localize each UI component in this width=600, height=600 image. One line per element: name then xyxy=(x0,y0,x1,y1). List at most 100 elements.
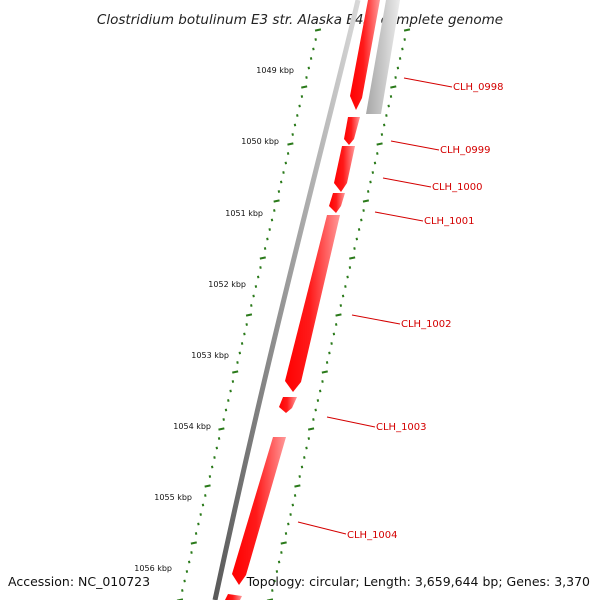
major-tick xyxy=(273,199,280,203)
major-tick xyxy=(245,313,253,317)
minor-tick xyxy=(185,570,189,573)
minor-tick xyxy=(398,57,402,60)
minor-tick xyxy=(353,247,356,250)
minor-tick xyxy=(389,95,393,98)
minor-tick xyxy=(210,465,214,469)
minor-tick xyxy=(282,171,285,174)
minor-tick xyxy=(362,209,365,212)
minor-tick xyxy=(231,380,235,383)
minor-tick xyxy=(275,570,279,573)
minor-tick xyxy=(316,399,320,402)
gene-feature-CLH_1002[interactable] xyxy=(285,215,340,392)
minor-tick xyxy=(240,342,244,345)
minor-tick xyxy=(224,408,228,412)
minor-tick xyxy=(346,275,349,279)
minor-tick xyxy=(263,247,267,250)
gene-feature-CLH_1000[interactable] xyxy=(334,146,355,192)
minor-tick xyxy=(289,513,292,516)
minor-tick xyxy=(201,503,205,507)
kbp-scale: 1049 kbp 1050 kbp 1051 kbp 1052 kbp 1053… xyxy=(134,66,294,573)
minor-tick xyxy=(369,180,372,184)
minor-tick xyxy=(373,161,377,165)
minor-tick xyxy=(293,494,297,497)
kbp-label: 1049 kbp xyxy=(256,66,294,75)
gene-label-CLH_1001[interactable]: CLH_1001 xyxy=(424,216,475,227)
major-tick xyxy=(294,484,301,488)
gene-feature-CLH_0998[interactable] xyxy=(366,0,400,114)
minor-tick xyxy=(296,114,299,117)
major-tick xyxy=(266,598,274,600)
genome-backbone xyxy=(212,0,361,600)
major-tick xyxy=(376,142,383,146)
gene-feature-CLH_1003[interactable] xyxy=(279,397,297,413)
gene-label-CLH_0998[interactable]: CLH_0998 xyxy=(453,82,504,93)
minor-tick xyxy=(279,180,283,184)
minor-tick xyxy=(312,47,315,51)
gene-label-CLH_1002[interactable]: CLH_1002 xyxy=(401,319,452,330)
major-tick xyxy=(280,541,287,545)
minor-tick xyxy=(284,161,288,165)
gene-feature-CLH_1004[interactable] xyxy=(232,437,286,585)
gene-label-CLH_0999[interactable]: CLH_0999 xyxy=(440,145,491,156)
minor-tick xyxy=(385,114,388,117)
major-tick xyxy=(335,313,342,317)
minor-tick xyxy=(300,95,304,98)
major-tick xyxy=(307,427,315,431)
minor-tick xyxy=(273,209,276,212)
minor-tick xyxy=(325,361,329,364)
minor-tick xyxy=(238,351,242,355)
minor-tick xyxy=(396,66,400,70)
minor-tick xyxy=(259,266,262,269)
major-tick xyxy=(190,541,197,545)
leader-line xyxy=(297,521,347,535)
minor-tick xyxy=(309,57,313,60)
major-tick xyxy=(390,85,397,89)
kbp-label: 1051 kbp xyxy=(225,209,263,218)
minor-tick xyxy=(187,560,191,564)
minor-tick xyxy=(401,47,404,51)
minor-tick xyxy=(339,304,343,307)
minor-tick xyxy=(208,475,212,478)
gene-feature-top[interactable] xyxy=(350,0,380,110)
major-tick xyxy=(218,427,225,431)
minor-tick xyxy=(280,551,283,554)
minor-tick xyxy=(387,104,390,108)
minor-tick xyxy=(277,190,281,193)
minor-tick xyxy=(394,76,397,79)
gene-feature-bottom[interactable] xyxy=(225,594,242,600)
minor-tick xyxy=(197,522,200,526)
gene-label-CLH_1004[interactable]: CLH_1004 xyxy=(347,530,398,541)
minor-tick xyxy=(334,323,338,326)
inner-tick-ring xyxy=(176,28,322,600)
minor-tick xyxy=(328,351,331,355)
minor-tick xyxy=(204,494,207,497)
minor-tick xyxy=(284,532,288,535)
minor-tick xyxy=(355,237,359,241)
minor-tick xyxy=(403,38,406,41)
minor-tick xyxy=(380,133,384,136)
minor-tick xyxy=(213,456,216,459)
minor-tick xyxy=(254,285,258,288)
minor-tick xyxy=(291,133,294,136)
minor-tick xyxy=(194,532,198,535)
gene-feature-CLH_0999[interactable] xyxy=(344,117,360,145)
minor-tick xyxy=(321,380,324,383)
gene-feature-CLH_1001[interactable] xyxy=(329,193,345,213)
minor-tick xyxy=(252,294,255,298)
minor-tick xyxy=(215,446,219,450)
minor-tick xyxy=(382,123,386,127)
minor-tick xyxy=(273,579,276,583)
gene-label-CLH_1000[interactable]: CLH_1000 xyxy=(432,182,483,193)
kbp-label: 1055 kbp xyxy=(154,493,192,502)
leader-line xyxy=(326,416,376,428)
gene-label-CLH_1003[interactable]: CLH_1003 xyxy=(376,422,427,433)
minor-tick xyxy=(298,475,301,478)
minor-tick xyxy=(291,503,295,507)
minor-tick xyxy=(314,408,317,412)
minor-tick xyxy=(227,399,230,402)
minor-tick xyxy=(312,418,315,421)
minor-tick xyxy=(256,275,260,279)
minor-tick xyxy=(360,218,363,222)
minor-tick xyxy=(190,551,193,554)
